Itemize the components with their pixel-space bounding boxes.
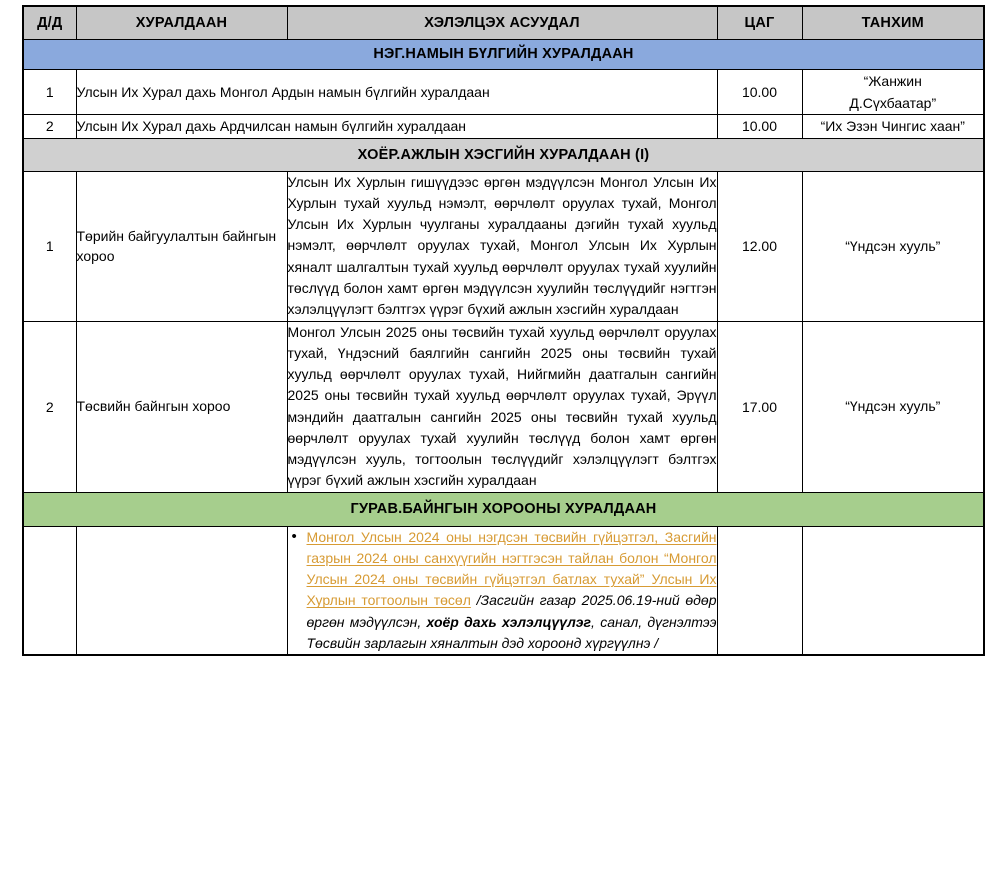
note-italic-before: /Засгийн газар 2025.06.19-ний өдөр өргөн… (306, 592, 717, 630)
row-committee: Төрийн байгуулалтын байнгын хороо (75, 170, 288, 322)
agenda-table: Д/Д ХУРАЛДААН ХЭЛЭЛЦЭХ АСУУДАЛ ЦАГ ТАНХИ… (22, 5, 985, 657)
col-header-time: ЦАГ (716, 5, 803, 40)
col-header-meeting: ХУРАЛДААН (75, 5, 288, 40)
section-title-three: ГУРАВ.БАЙНГЫН ХОРООНЫ ХУРАЛДААН (22, 491, 985, 527)
table-row: 1 Улсын Их Хурал дахь Монгол Ардын намын… (22, 68, 985, 116)
row-time: 10.00 (716, 114, 803, 139)
table-row: 2 Улсын Их Хурал дахь Ардчилсан намын бү… (22, 114, 985, 139)
row-topic: Монгол Улсын 2025 оны төсвийн тухай хуул… (286, 320, 718, 493)
section-banner-row-three: ГУРАВ.БАЙНГЫН ХОРООНЫ ХУРАЛДААН (22, 491, 985, 527)
row-hall-line-2: Д.Сүхбаатар” (849, 94, 937, 111)
table-row: 1 Төрийн байгуулалтын байнгын хороо Улсы… (22, 170, 985, 322)
table-row: Монгол Улсын 2024 оны нэгдсэн төсвийн гү… (22, 525, 985, 656)
row-time: 10.00 (716, 68, 803, 116)
section-title-two: ХОЁР.АЖЛЫН ХЭСГИЙН ХУРАЛДААН (I) (22, 137, 985, 172)
row-number: 1 (22, 68, 77, 116)
section-banner-row-one: НЭГ.НАМЫН БҮЛГИЙН ХУРАЛДААН (22, 38, 985, 70)
col-header-dd: Д/Д (22, 5, 77, 40)
row-meeting-name: Улсын Их Хурал дахь Ардчилсан намын бүлг… (75, 114, 718, 139)
topic-bullet-list: Монгол Улсын 2024 оны нэгдсэн төсвийн гү… (288, 526, 717, 655)
row-number: 2 (22, 320, 77, 493)
col-header-topic: ХЭЛЭЛЦЭХ АСУУДАЛ (286, 5, 718, 40)
agenda-document-link[interactable]: Монгол Улсын 2024 оны нэгдсэн төсвийн гү… (306, 528, 717, 609)
row-hall (801, 525, 985, 656)
row-topic: Монгол Улсын 2024 оны нэгдсэн төсвийн гү… (286, 525, 718, 656)
row-hall-line-1: “Жанжин (863, 72, 922, 89)
row-hall: “Үндсэн хууль” (801, 320, 985, 493)
note-italic-emphasis: хоёр дахь хэлэлцүүлэг (426, 613, 591, 630)
section-title-one: НЭГ.НАМЫН БҮЛГИЙН ХУРАЛДААН (22, 38, 985, 70)
row-time: 12.00 (716, 170, 803, 322)
list-item: Монгол Улсын 2024 оны нэгдсэн төсвийн гү… (292, 526, 717, 655)
row-committee (75, 525, 288, 656)
row-hall: “Их Эзэн Чингис хаан” (801, 114, 985, 139)
row-meeting-name: Улсын Их Хурал дахь Монгол Ардын намын б… (75, 68, 718, 116)
row-hall: “Жанжин Д.Сүхбаатар” (801, 68, 985, 116)
row-time (716, 525, 803, 656)
row-hall: “Үндсэн хууль” (801, 170, 985, 322)
row-committee: Төсвийн байнгын хороо (75, 320, 288, 493)
row-number: 1 (22, 170, 77, 322)
table-row: 2 Төсвийн байнгын хороо Монгол Улсын 202… (22, 320, 985, 493)
row-number: 2 (22, 114, 77, 139)
row-topic: Улсын Их Хурлын гишүүдээс өргөн мэдүүлсэ… (286, 170, 718, 322)
note-italic-after: , санал, дүгнэлтээ Төсвийн зарлагын хяна… (306, 613, 717, 651)
row-time: 17.00 (716, 320, 803, 493)
section-banner-row-two: ХОЁР.АЖЛЫН ХЭСГИЙН ХУРАЛДААН (I) (22, 137, 985, 172)
row-number (22, 525, 77, 656)
col-header-hall: ТАНХИМ (801, 5, 985, 40)
table-header-row: Д/Д ХУРАЛДААН ХЭЛЭЛЦЭХ АСУУДАЛ ЦАГ ТАНХИ… (22, 5, 985, 40)
